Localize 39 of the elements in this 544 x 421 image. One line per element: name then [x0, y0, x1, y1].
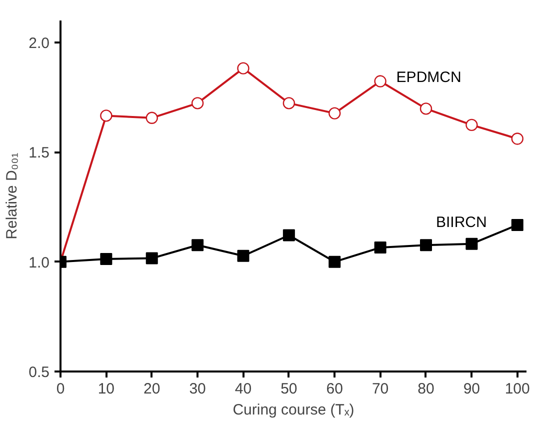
point	[146, 252, 158, 264]
point	[374, 75, 386, 88]
y-axis-title: Relative D₀₀₁	[4, 152, 21, 240]
x-axis-title: Curing course (Tₓ)	[232, 402, 354, 418]
point	[282, 97, 296, 110]
x-tick-label: 100	[504, 380, 530, 398]
x-tick-label: 30	[189, 380, 206, 398]
point	[237, 62, 250, 74]
x-tick-label: 0	[56, 380, 65, 398]
x-tick-label: 10	[98, 380, 115, 398]
point	[466, 238, 478, 250]
point	[420, 239, 432, 252]
x-tick-label: 60	[326, 380, 343, 398]
point	[100, 252, 112, 265]
x-tick-label: 70	[372, 380, 389, 398]
series-label: BIIRCN	[436, 214, 487, 232]
point	[374, 242, 386, 254]
point	[466, 118, 478, 132]
point	[328, 256, 341, 268]
y-tick-label: 1.5	[28, 144, 50, 162]
x-tick-label: 50	[280, 380, 298, 398]
y-tick-label: 2.0	[28, 34, 50, 52]
y-tick-label: 0.5	[28, 364, 50, 381]
x-tick-label: 40	[234, 380, 252, 398]
point	[282, 229, 295, 242]
point	[100, 110, 112, 122]
point	[328, 107, 341, 120]
point	[420, 102, 432, 115]
x-tick-label: 20	[144, 380, 160, 398]
point	[146, 112, 158, 124]
point	[192, 239, 204, 252]
x-tick-label: 80	[418, 380, 434, 398]
x-tick-label: 90	[463, 380, 480, 398]
y-tick-label: 1.0	[28, 254, 50, 272]
point	[191, 97, 204, 110]
series-label: EPDMCN	[396, 68, 462, 86]
point	[511, 132, 524, 145]
point	[237, 250, 250, 262]
point	[511, 218, 524, 231]
